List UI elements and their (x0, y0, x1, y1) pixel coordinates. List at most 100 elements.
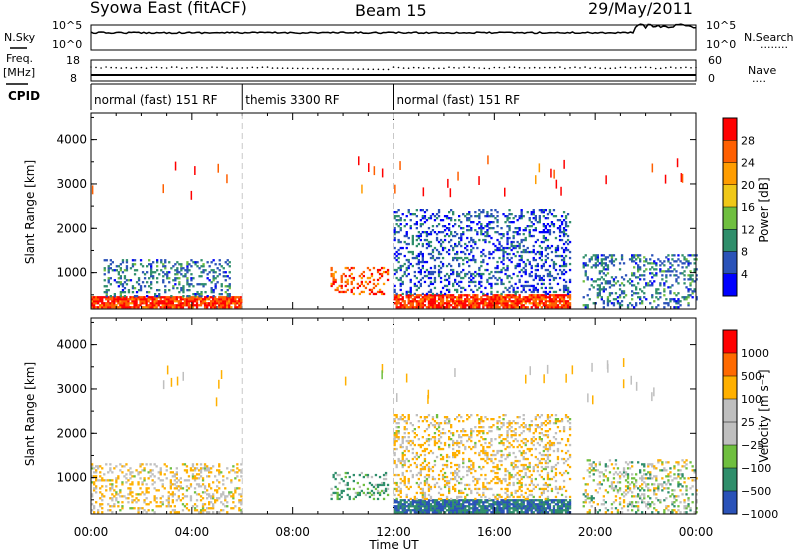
data-cell (143, 273, 147, 276)
data-cell (186, 277, 189, 280)
data-cell (97, 296, 100, 299)
nsearch-label: N.Search (744, 31, 794, 44)
data-cell (378, 288, 382, 292)
data-cell (544, 499, 547, 502)
data-cell (201, 479, 205, 482)
data-cell (236, 467, 239, 470)
data-cell (175, 511, 178, 514)
data-cell (101, 493, 104, 496)
data-cell (675, 306, 678, 309)
data-cell (193, 300, 197, 303)
data-cell (504, 507, 507, 510)
data-cell (496, 422, 499, 425)
data-cell (411, 447, 414, 451)
data-cell (99, 296, 102, 299)
data-cell (218, 306, 221, 309)
data-cell (456, 298, 459, 301)
data-streak (563, 159, 565, 169)
data-cell (441, 286, 445, 290)
data-cell (554, 499, 558, 502)
data-cell (546, 238, 550, 242)
data-cell (655, 274, 658, 277)
data-cell (411, 501, 414, 504)
data-cell (397, 436, 400, 439)
data-cell (403, 306, 406, 309)
data-cell (137, 277, 141, 280)
data-cell (470, 428, 473, 431)
data-cell (445, 453, 449, 457)
data-cell (168, 289, 171, 292)
data-cell (524, 505, 527, 508)
data-cell (649, 280, 652, 283)
data-cell (180, 263, 183, 266)
data-cell (429, 499, 433, 502)
data-cell (435, 304, 439, 307)
data-cell (395, 436, 398, 439)
data-cell (208, 503, 211, 506)
data-cell (462, 499, 465, 502)
data-cell (187, 479, 191, 482)
data-cell (163, 306, 166, 309)
data-cell (506, 455, 509, 459)
data-cell (127, 304, 130, 307)
data-cell (135, 281, 139, 284)
noise-trace-line (90, 23, 697, 35)
data-cell (528, 250, 531, 254)
data-cell (401, 280, 404, 284)
data-cell (393, 438, 396, 441)
nave-point (559, 66, 561, 68)
data-cell (639, 302, 642, 305)
data-cell (510, 499, 513, 502)
data-cell (500, 439, 503, 443)
nave-point (564, 67, 566, 70)
data-cell (437, 477, 441, 481)
data-cell (212, 505, 215, 508)
data-cell (429, 240, 433, 244)
data-cell (460, 499, 463, 502)
data-cell (466, 304, 469, 307)
data-cell (103, 291, 106, 294)
data-cell (419, 499, 422, 502)
data-cell (143, 296, 146, 299)
data-cell (224, 275, 227, 278)
data-cell (454, 278, 457, 282)
data-cell (427, 424, 431, 427)
data-cell (439, 296, 443, 299)
data-cell (173, 505, 176, 508)
data-cell (492, 300, 495, 303)
data-cell (691, 278, 694, 281)
data-cell (448, 501, 451, 504)
data-cell (454, 499, 457, 502)
data-cell (445, 300, 449, 303)
data-cell (498, 441, 501, 445)
data-cell (538, 209, 541, 212)
data-cell (643, 278, 646, 281)
data-cell (528, 274, 531, 278)
data-cell (586, 304, 589, 307)
data-cell (368, 268, 372, 272)
data-cell (458, 280, 461, 284)
data-cell (415, 509, 418, 512)
nave-point (493, 66, 496, 69)
data-cell (661, 270, 664, 273)
data-cell (476, 511, 479, 514)
data-cell (427, 242, 431, 246)
data-cell (183, 469, 187, 472)
data-cell (594, 264, 597, 267)
data-cell (407, 264, 410, 268)
data-cell (95, 306, 98, 309)
data-cell (510, 276, 513, 280)
data-cell (560, 509, 564, 512)
data-cell (641, 300, 644, 303)
data-cell (131, 471, 134, 474)
data-cell (496, 507, 499, 510)
data-cell (431, 282, 435, 286)
data-cell (675, 278, 678, 281)
data-cell (486, 304, 489, 307)
data-streak (358, 156, 360, 166)
data-cell (616, 280, 620, 283)
data-cell (427, 501, 431, 504)
data-cell (202, 285, 205, 288)
data-cell (586, 276, 589, 279)
data-cell (163, 296, 166, 299)
